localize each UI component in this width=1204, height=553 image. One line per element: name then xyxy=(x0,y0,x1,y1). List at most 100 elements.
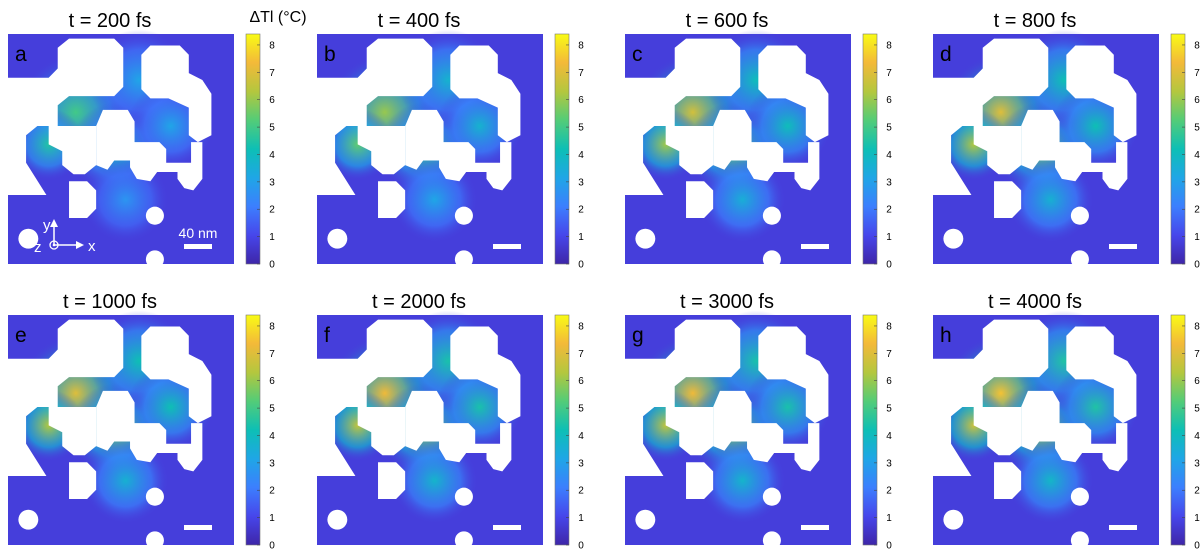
void-region xyxy=(933,38,1049,195)
panel-g: t = 3000 fs g 0 1 2 3 4 5 6 7 8 xyxy=(625,291,892,552)
void-hole xyxy=(1070,250,1089,269)
void-region xyxy=(450,326,521,424)
scale-bar xyxy=(184,244,212,249)
void-region xyxy=(8,319,124,476)
colorbar-tick-label: 2 xyxy=(269,486,275,497)
colorbar-tick-label: 2 xyxy=(1194,486,1200,497)
colorbar: 0 1 2 3 4 5 6 7 8 xyxy=(862,314,892,552)
colorbar-tick-label: 7 xyxy=(578,349,584,360)
colorbar-tick-label: 7 xyxy=(886,349,892,360)
colorbar-gradient xyxy=(554,314,570,546)
colorbar-tick-label: 1 xyxy=(269,513,275,524)
void-region xyxy=(713,109,820,191)
axis-label-z: z xyxy=(34,239,42,256)
void-hole xyxy=(145,250,164,269)
colorbar-tick-label: 1 xyxy=(269,232,275,243)
panel-title: t = 1000 fs xyxy=(63,291,157,313)
colorbar-gradient xyxy=(245,314,261,546)
panel-letter: e xyxy=(15,324,27,347)
colorbar-tick-label: 3 xyxy=(1194,458,1200,469)
colorbar-tick-label: 1 xyxy=(578,513,584,524)
void-region xyxy=(69,181,97,218)
panel-title: t = 4000 fs xyxy=(988,291,1082,313)
colorbar-tick-label: 6 xyxy=(886,376,892,387)
void-region xyxy=(713,390,820,472)
colorbar-tick-label: 8 xyxy=(269,40,275,51)
colorbar-tick-label: 2 xyxy=(1194,205,1200,216)
panel-title: t = 400 fs xyxy=(378,10,461,32)
colorbar-tick-label: 0 xyxy=(886,260,892,271)
void-hole xyxy=(145,487,164,506)
panel-letter: h xyxy=(940,324,952,347)
colorbar-tick-label: 5 xyxy=(269,123,275,134)
scale-bar xyxy=(801,244,829,249)
colorbar-tick-label: 3 xyxy=(269,177,275,188)
void-hole xyxy=(454,487,473,506)
void-hole xyxy=(635,228,656,249)
colorbar-tick-label: 3 xyxy=(886,458,892,469)
colorbar-tick-label: 4 xyxy=(1194,431,1200,442)
panel-letter: c xyxy=(632,43,643,66)
panel-title: t = 600 fs xyxy=(686,10,769,32)
colorbar-tick-label: 2 xyxy=(578,205,584,216)
colorbar-tick-label: 1 xyxy=(1194,232,1200,243)
colorbar-tick-label: 7 xyxy=(1194,349,1200,360)
void-hole xyxy=(762,250,781,269)
colorbar-tick-label: 1 xyxy=(1194,513,1200,524)
colorbar-tick-label: 6 xyxy=(269,376,275,387)
panel-letter: f xyxy=(324,324,330,347)
void-region xyxy=(141,326,212,424)
void-hole xyxy=(454,250,473,269)
colorbar-tick-label: 5 xyxy=(269,404,275,415)
panel-title: t = 3000 fs xyxy=(680,291,774,313)
void-hole xyxy=(454,531,473,550)
colorbar-tick-label: 7 xyxy=(886,68,892,79)
colorbar-tick-label: 8 xyxy=(578,40,584,51)
colorbar-tick-label: 8 xyxy=(1194,321,1200,332)
void-region xyxy=(1021,390,1128,472)
void-hole xyxy=(327,228,348,249)
void-region xyxy=(686,462,714,499)
void-hole xyxy=(1070,206,1089,225)
panel-h: t = 4000 fs h 0 1 2 3 4 5 6 7 8 xyxy=(933,291,1200,552)
colorbar-tick-label: 8 xyxy=(1194,40,1200,51)
void-hole xyxy=(762,206,781,225)
panel-title: t = 200 fs xyxy=(69,10,152,32)
void-region xyxy=(141,45,212,143)
colorbar-gradient xyxy=(1170,33,1186,265)
void-region xyxy=(405,390,512,472)
void-region xyxy=(378,181,406,218)
panel-b: t = 400 fs b 0 1 2 3 4 5 6 7 8 xyxy=(317,10,584,271)
colorbar-tick-label: 6 xyxy=(269,95,275,106)
colorbar-tick-label: 4 xyxy=(578,431,584,442)
scale-bar xyxy=(801,525,829,530)
colorbar: 0 1 2 3 4 5 6 7 8 xyxy=(554,33,584,271)
colorbar-tick-label: 6 xyxy=(1194,376,1200,387)
scale-bar xyxy=(493,244,521,249)
panel-letter: d xyxy=(940,43,952,66)
colorbar-tick-label: 5 xyxy=(886,123,892,134)
colorbar: 0 1 2 3 4 5 6 7 8 xyxy=(1170,33,1200,271)
void-region xyxy=(758,45,829,143)
void-hole xyxy=(18,509,39,530)
colorbar-tick-label: 5 xyxy=(886,404,892,415)
panel-a: t = 200 fs a 40 nm y x z 0 1 2 3 4 5 6 7 8 ΔTl (°C) xyxy=(8,9,307,271)
panel-title: t = 800 fs xyxy=(994,10,1077,32)
void-hole xyxy=(943,228,964,249)
panel-letter: a xyxy=(15,43,27,66)
void-hole xyxy=(454,206,473,225)
void-region xyxy=(450,45,521,143)
void-region xyxy=(378,462,406,499)
colorbar-tick-label: 2 xyxy=(269,205,275,216)
void-region xyxy=(96,390,203,472)
scale-bar xyxy=(1109,244,1137,249)
void-region xyxy=(1021,109,1128,191)
panel-letter: b xyxy=(324,43,336,66)
void-hole xyxy=(145,531,164,550)
colorbar-tick-label: 3 xyxy=(269,458,275,469)
void-region xyxy=(8,38,124,195)
colorbar-tick-label: 0 xyxy=(1194,541,1200,552)
colorbar-tick-label: 8 xyxy=(886,40,892,51)
colorbar-tick-label: 6 xyxy=(1194,95,1200,106)
colorbar-tick-label: 3 xyxy=(1194,177,1200,188)
